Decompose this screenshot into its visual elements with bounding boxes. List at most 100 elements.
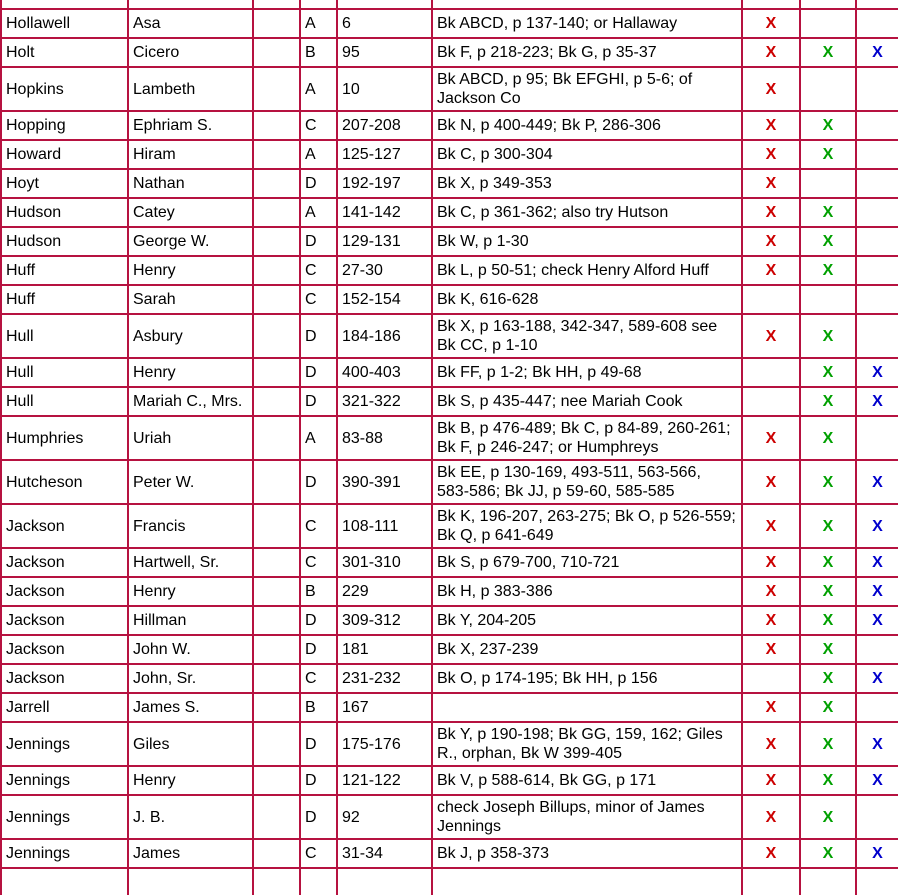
- given-name-cell: James: [127, 838, 254, 869]
- mark-red-cell: X: [741, 415, 801, 461]
- empty-cell: [127, 0, 254, 10]
- page-range-cell: 400-403: [336, 357, 433, 388]
- given-name-cell: Nathan: [127, 168, 254, 199]
- cutoff-row-top: [0, 0, 898, 10]
- book-refs-cell: Bk ABCD, p 95; Bk EFGHI, p 5-6; of Jacks…: [431, 66, 743, 112]
- empty-cell: [741, 867, 801, 895]
- mark-blue-cell: X: [855, 605, 898, 636]
- mark-green-cell: X: [799, 663, 857, 694]
- mark-green-cell: X: [799, 721, 857, 767]
- mark-blue-cell: [855, 197, 898, 228]
- mark-green-cell: [799, 8, 857, 39]
- given-name-cell: Giles: [127, 721, 254, 767]
- series-letter-cell: D: [299, 357, 338, 388]
- table-row: Huff Henry C 27-30 Bk L, p 50-51; check Henr…: [0, 255, 898, 286]
- blank-cell: [252, 226, 301, 257]
- empty-cell: [855, 867, 898, 895]
- book-refs-cell: Bk J, p 358-373: [431, 838, 743, 869]
- mark-green-cell: X: [799, 605, 857, 636]
- empty-cell: [0, 867, 129, 895]
- cutoff-row-bottom: [0, 867, 898, 895]
- mark-blue-cell: [855, 139, 898, 170]
- mark-blue-cell: X: [855, 547, 898, 578]
- blank-cell: [252, 838, 301, 869]
- table-row: Huff Sarah C 152-154 Bk K, 616-628: [0, 284, 898, 315]
- page-range-cell: 141-142: [336, 197, 433, 228]
- page-range-cell: 207-208: [336, 110, 433, 141]
- mark-red-cell: X: [741, 838, 801, 869]
- series-letter-cell: D: [299, 721, 338, 767]
- mark-red-cell: X: [741, 197, 801, 228]
- blank-cell: [252, 605, 301, 636]
- surname-cell: Hull: [0, 357, 129, 388]
- given-name-cell: Sarah: [127, 284, 254, 315]
- page-range-cell: 175-176: [336, 721, 433, 767]
- series-letter-cell: D: [299, 794, 338, 840]
- empty-cell: [252, 867, 301, 895]
- table-row: Hopping Ephriam S. C 207-208 Bk N, p 400-449…: [0, 110, 898, 141]
- book-refs-cell: Bk Y, 204-205: [431, 605, 743, 636]
- page-range-cell: 92: [336, 794, 433, 840]
- surname-cell: Hopkins: [0, 66, 129, 112]
- page-range-cell: 31-34: [336, 838, 433, 869]
- given-name-cell: Uriah: [127, 415, 254, 461]
- series-letter-cell: C: [299, 255, 338, 286]
- page-range-cell: 125-127: [336, 139, 433, 170]
- mark-red-cell: X: [741, 634, 801, 665]
- empty-cell: [299, 0, 338, 10]
- series-letter-cell: D: [299, 386, 338, 417]
- mark-red-cell: X: [741, 8, 801, 39]
- surname-cell: Jackson: [0, 576, 129, 607]
- empty-cell: [799, 0, 857, 10]
- blank-cell: [252, 139, 301, 170]
- empty-cell: [127, 867, 254, 895]
- mark-green-cell: X: [799, 765, 857, 796]
- surname-cell: Jennings: [0, 838, 129, 869]
- given-name-cell: Henry: [127, 357, 254, 388]
- blank-cell: [252, 255, 301, 286]
- page-range-cell: 390-391: [336, 459, 433, 505]
- table-row: Hull Mariah C., Mrs. D 321-322 Bk S, p 435-4…: [0, 386, 898, 417]
- given-name-cell: Henry: [127, 576, 254, 607]
- mark-blue-cell: [855, 313, 898, 359]
- mark-green-cell: [799, 168, 857, 199]
- mark-red-cell: [741, 386, 801, 417]
- table-row: Jackson Hartwell, Sr. C 301-310 Bk S, p 679-…: [0, 547, 898, 578]
- mark-red-cell: X: [741, 226, 801, 257]
- mark-blue-cell: [855, 255, 898, 286]
- book-refs-cell: check Joseph Billups, minor of James Jen…: [431, 794, 743, 840]
- page-range-cell: 121-122: [336, 765, 433, 796]
- mark-blue-cell: [855, 226, 898, 257]
- book-refs-cell: Bk X, 237-239: [431, 634, 743, 665]
- given-name-cell: Mariah C., Mrs.: [127, 386, 254, 417]
- blank-cell: [252, 284, 301, 315]
- page-range-cell: 301-310: [336, 547, 433, 578]
- mark-blue-cell: [855, 168, 898, 199]
- mark-green-cell: X: [799, 838, 857, 869]
- empty-cell: [431, 0, 743, 10]
- series-letter-cell: A: [299, 197, 338, 228]
- mark-red-cell: [741, 663, 801, 694]
- surname-cell: Jackson: [0, 605, 129, 636]
- mark-green-cell: X: [799, 415, 857, 461]
- mark-green-cell: X: [799, 794, 857, 840]
- table-row: Jennings Henry D 121-122 Bk V, p 588-614, Bk…: [0, 765, 898, 796]
- table-row: Howard Hiram A 125-127 Bk C, p 300-304 X X: [0, 139, 898, 170]
- page-range-cell: 167: [336, 692, 433, 723]
- mark-blue-cell: X: [855, 459, 898, 505]
- blank-cell: [252, 197, 301, 228]
- surname-cell: Huff: [0, 284, 129, 315]
- book-refs-cell: Bk X, p 349-353: [431, 168, 743, 199]
- book-refs-cell: Bk F, p 218-223; Bk G, p 35-37: [431, 37, 743, 68]
- page-range-cell: 6: [336, 8, 433, 39]
- series-letter-cell: C: [299, 838, 338, 869]
- mark-green-cell: X: [799, 459, 857, 505]
- table-row: Holt Cicero B 95 Bk F, p 218-223; Bk G, p 35…: [0, 37, 898, 68]
- surname-cell: Hutcheson: [0, 459, 129, 505]
- mark-red-cell: X: [741, 692, 801, 723]
- surname-cell: Jennings: [0, 721, 129, 767]
- mark-blue-cell: [855, 66, 898, 112]
- book-refs-cell: Bk H, p 383-386: [431, 576, 743, 607]
- book-refs-cell: Bk O, p 174-195; Bk HH, p 156: [431, 663, 743, 694]
- blank-cell: [252, 110, 301, 141]
